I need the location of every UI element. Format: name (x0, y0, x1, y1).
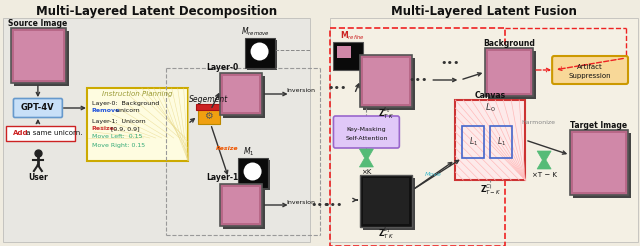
Bar (223, 76, 259, 112)
Text: $\mathbf{M}_{refine}$: $\mathbf{M}_{refine}$ (340, 30, 365, 42)
Text: [0.9, 0.9]: [0.9, 0.9] (109, 126, 140, 132)
Text: User: User (28, 172, 48, 182)
FancyBboxPatch shape (13, 98, 62, 118)
Text: $\mathbf{Z}_{T\;K}^{L_0}$: $\mathbf{Z}_{T\;K}^{L_0}$ (378, 105, 394, 121)
Bar (3, 18, 310, 242)
Text: ×K: ×K (361, 169, 372, 175)
Bar (573, 133, 625, 192)
Bar (244, 38, 275, 68)
Text: Layer-0: Layer-0 (207, 63, 239, 73)
Text: Background: Background (483, 40, 535, 48)
Bar (223, 187, 264, 229)
FancyBboxPatch shape (333, 116, 399, 148)
Bar (364, 178, 410, 224)
Bar (14, 31, 63, 80)
Text: Inversion: Inversion (286, 200, 315, 204)
Text: Canvas: Canvas (475, 92, 506, 101)
Text: •••: ••• (324, 200, 343, 210)
Bar (330, 18, 638, 242)
Text: Segement: Segement (189, 95, 228, 105)
Bar (360, 175, 412, 227)
Bar (337, 46, 351, 58)
Text: •••: ••• (328, 83, 347, 93)
FancyBboxPatch shape (87, 88, 188, 160)
Text: a same unicorn.: a same unicorn. (24, 130, 83, 136)
Bar (198, 108, 220, 124)
Text: Multi-Layered Latent Fusion: Multi-Layered Latent Fusion (391, 4, 577, 17)
Polygon shape (360, 149, 373, 167)
Text: $L_1$: $L_1$ (468, 136, 478, 148)
Text: Layer-1: Layer-1 (207, 173, 239, 183)
Bar (364, 178, 415, 230)
Bar (488, 51, 530, 93)
Text: Self-Attention: Self-Attention (345, 136, 388, 140)
Polygon shape (537, 151, 551, 169)
Text: Key-Masking: Key-Masking (347, 126, 386, 132)
Text: GPT-4V: GPT-4V (21, 104, 54, 112)
Text: Multi-Layered Latent Decomposition: Multi-Layered Latent Decomposition (36, 4, 277, 17)
Bar (246, 40, 276, 70)
Text: $L_1$: $L_1$ (497, 136, 506, 148)
Text: Remove: Remove (92, 108, 120, 113)
Text: ⚙: ⚙ (204, 111, 213, 121)
Bar (239, 160, 269, 190)
Bar (196, 104, 221, 110)
Bar (223, 76, 264, 118)
FancyBboxPatch shape (6, 125, 76, 140)
Bar (570, 130, 628, 195)
Text: Inversion: Inversion (286, 89, 315, 93)
Text: $\mathbf{Z}_{T\;K}^{L_1}$: $\mathbf{Z}_{T\;K}^{L_1}$ (378, 225, 394, 241)
Text: Suppression: Suppression (569, 73, 611, 79)
Bar (455, 100, 525, 180)
Text: Target Image: Target Image (570, 122, 628, 130)
Text: •••: ••• (408, 75, 428, 85)
Text: Resize: Resize (216, 145, 239, 151)
Text: Harmonize: Harmonize (521, 120, 555, 124)
Text: Move: Move (425, 172, 442, 178)
Circle shape (251, 43, 269, 61)
FancyBboxPatch shape (552, 56, 628, 84)
Text: $\mathbf{Z}_{T-K}^{C}$: $\mathbf{Z}_{T-K}^{C}$ (479, 183, 501, 198)
Bar (11, 28, 66, 83)
Bar (14, 31, 69, 86)
Text: Resize:: Resize: (92, 126, 117, 132)
Bar (573, 133, 631, 198)
Bar (223, 187, 259, 223)
Bar (220, 184, 262, 226)
Bar (364, 58, 410, 104)
Bar (462, 126, 484, 158)
Circle shape (244, 163, 262, 181)
Text: $M_{remove}$: $M_{remove}$ (241, 26, 270, 38)
Text: $M_1$: $M_1$ (243, 146, 254, 158)
Bar (490, 126, 512, 158)
Text: Layer-0:  Background: Layer-0: Background (92, 101, 159, 106)
Text: Move Left:  0.15: Move Left: 0.15 (92, 135, 142, 139)
Text: •••: ••• (440, 58, 460, 68)
Text: $L_0$: $L_0$ (485, 102, 495, 114)
Bar (364, 58, 415, 110)
Text: Layer-1:  Unicorn: Layer-1: Unicorn (92, 119, 145, 123)
Bar (333, 42, 364, 70)
Text: •••: ••• (310, 200, 330, 210)
Bar (488, 51, 536, 99)
Bar (220, 73, 262, 115)
Text: Instruction Planning: Instruction Planning (102, 91, 173, 97)
Text: Artifact: Artifact (577, 64, 603, 70)
Bar (237, 158, 268, 188)
Bar (485, 48, 533, 96)
Text: unicorn: unicorn (114, 108, 140, 113)
Text: Source Image: Source Image (8, 19, 68, 29)
Text: Add: Add (13, 130, 29, 136)
Text: Move Right: 0.15: Move Right: 0.15 (92, 142, 145, 148)
Bar (360, 55, 412, 107)
Text: ×T − K: ×T − K (532, 172, 557, 178)
